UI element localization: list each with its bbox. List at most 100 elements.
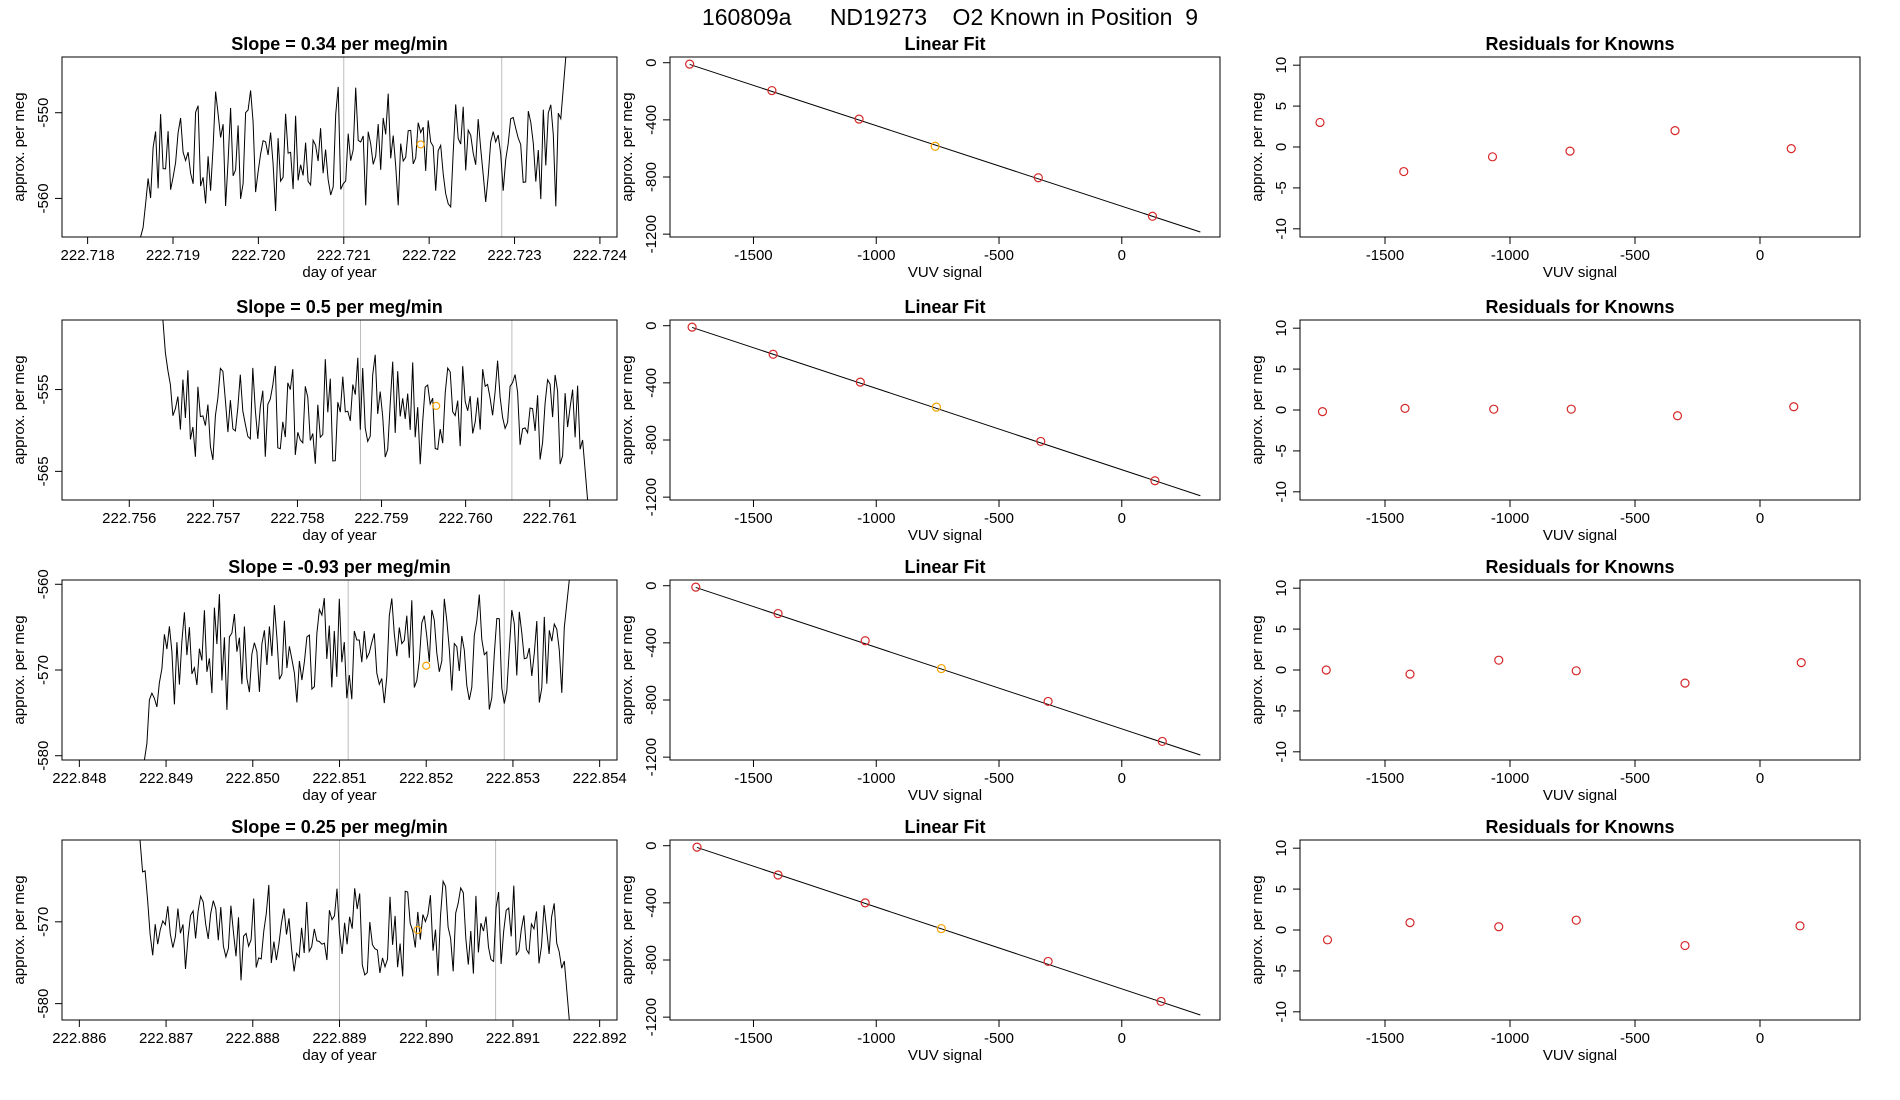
x-tick-label: 222.852 [399, 770, 453, 787]
x-axis-label: VUV signal [908, 264, 982, 281]
residual-point [1315, 117, 1325, 128]
x-tick-label: 222.848 [52, 770, 106, 787]
figure-title: 160809a ND19273 O2 Known in Position 9 [701, 4, 1199, 30]
residual-point [1565, 146, 1575, 156]
x-tick-label: 0 [1118, 510, 1126, 527]
fit-point [1157, 736, 1167, 747]
plot-frame [61, 56, 618, 238]
y-tick-label: -560 [35, 569, 52, 599]
x-tick-label: 222.891 [486, 1030, 540, 1047]
linear-fit-panel-4: -1500 -1000 -500 0 -1200 -800 -400 0 Linear Fit V… [619, 817, 1221, 1064]
y-tick-label: -10 [1273, 1001, 1290, 1023]
y-axis-label: approx. per meg [619, 92, 636, 201]
linear-fit-panel-2: -1500 -1000 -500 0 -1200 -800 -400 0 Linear Fit V… [619, 297, 1221, 544]
x-axis-label: VUV signal [1543, 1047, 1617, 1064]
fit-line [696, 846, 1201, 1016]
residual-point [1571, 915, 1581, 925]
known-marker [422, 661, 431, 670]
fit-point [692, 842, 702, 852]
fit-point [687, 322, 697, 332]
x-tick-label: 222.890 [399, 1030, 453, 1047]
y-tick-label: 10 [1273, 580, 1290, 597]
x-tick-label: -1500 [1366, 1030, 1404, 1047]
panel-title: Slope = -0.93 per meg/min [228, 557, 451, 577]
signal-trace [143, 580, 570, 760]
y-tick-label: -400 [643, 628, 660, 658]
x-tick-label: -1500 [734, 510, 772, 527]
time-series-panel-3: 222.848 222.849 222.850 222.851 222.852 222.8… [11, 557, 627, 804]
fit-point [1043, 956, 1053, 967]
known-marker [432, 401, 441, 411]
fit-point [930, 141, 940, 151]
fit-line [695, 586, 1201, 756]
x-tick-label: 0 [1118, 770, 1126, 787]
y-tick-label: -800 [643, 685, 660, 715]
y-tick-label: 0 [1273, 926, 1290, 934]
x-tick-label: 222.760 [439, 510, 493, 527]
x-tick-label: 222.757 [186, 510, 240, 527]
panel-title: Slope = 0.34 per meg/min [231, 34, 448, 54]
fit-point [931, 402, 942, 412]
x-tick-label: 222.853 [486, 770, 540, 787]
x-axis-label: day of year [302, 787, 376, 804]
residual-point [1680, 940, 1690, 951]
fit-line [691, 326, 1201, 497]
x-tick-label: 222.888 [226, 1030, 280, 1047]
residual-point [1789, 402, 1799, 412]
panel-title: Linear Fit [904, 557, 985, 577]
time-series-panel-4: 222.886 222.887 222.888 222.889 222.890 222.8… [11, 817, 627, 1064]
plot-area [1322, 915, 1805, 951]
x-tick-label: 222.889 [312, 1030, 366, 1047]
residual-point [1400, 403, 1410, 413]
y-tick-label: -570 [35, 655, 52, 685]
y-tick-label: -400 [643, 105, 660, 135]
fit-point [860, 898, 870, 908]
y-tick-label: 10 [1273, 320, 1290, 337]
residual-point [1317, 407, 1328, 417]
residual-point [1571, 666, 1581, 676]
plot-frame [1299, 839, 1861, 1021]
x-tick-label: 222.759 [354, 510, 408, 527]
y-axis-label: approx. per meg [1249, 92, 1266, 201]
fit-point [773, 608, 783, 619]
x-tick-label: -1000 [857, 770, 895, 787]
x-tick-label: -500 [984, 247, 1014, 264]
panel-title: Residuals for Knowns [1485, 34, 1674, 54]
plot-frame [669, 319, 1221, 501]
x-tick-label: -500 [984, 1030, 1014, 1047]
y-tick-label: 5 [1273, 365, 1290, 373]
known-marker [413, 925, 422, 935]
panel-title: Linear Fit [904, 297, 985, 317]
x-tick-label: 222.886 [52, 1030, 106, 1047]
y-tick-label: -1200 [643, 478, 660, 516]
x-tick-label: -1000 [1491, 770, 1529, 787]
y-tick-label: -580 [35, 989, 52, 1019]
y-tick-label: 0 [643, 59, 660, 67]
x-tick-label: 222.719 [146, 247, 200, 264]
x-axis-label: VUV signal [908, 787, 982, 804]
x-tick-label: -1500 [734, 247, 772, 264]
y-tick-label: 0 [643, 842, 660, 850]
y-tick-label: 10 [1273, 57, 1290, 74]
x-tick-label: 222.721 [317, 247, 371, 264]
x-tick-label: 222.849 [139, 770, 193, 787]
signal-trace [140, 57, 567, 237]
x-tick-label: 222.887 [139, 1030, 193, 1047]
x-tick-label: 0 [1118, 1030, 1126, 1047]
panel-title: Slope = 0.25 per meg/min [231, 817, 448, 837]
residual-point [1786, 144, 1796, 154]
y-tick-label: 0 [1273, 406, 1290, 414]
y-tick-label: -800 [643, 162, 660, 192]
y-tick-label: 5 [1273, 885, 1290, 893]
residual-point [1405, 918, 1415, 928]
plot-frame [1299, 319, 1861, 501]
x-axis-label: VUV signal [908, 527, 982, 544]
plot-frame [61, 319, 618, 501]
y-axis-label: approx. per meg [1249, 355, 1266, 464]
panel-title: Slope = 0.5 per meg/min [236, 297, 443, 317]
fit-point [855, 377, 865, 387]
residual-point [1670, 126, 1680, 136]
x-tick-label: -1000 [1491, 510, 1529, 527]
x-tick-label: -1000 [857, 247, 895, 264]
